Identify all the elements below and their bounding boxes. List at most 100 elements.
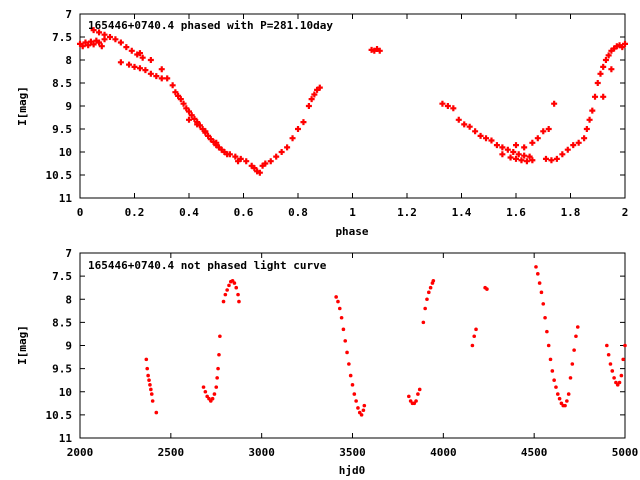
data-point: [359, 413, 364, 417]
data-point: [552, 378, 556, 382]
data-point: [605, 52, 612, 59]
data-point: [521, 152, 528, 159]
phased-x-tick-label: 1: [349, 206, 356, 219]
data-point: [117, 59, 124, 66]
data-point: [540, 128, 547, 135]
data-point: [534, 135, 541, 142]
data-point: [214, 385, 219, 389]
phased-x-tick-label: 2: [622, 206, 629, 219]
data-point: [546, 343, 551, 348]
data-point: [483, 135, 490, 142]
data-point: [235, 158, 242, 165]
data-point: [407, 394, 411, 399]
data-point: [431, 278, 436, 283]
data-point: [545, 126, 552, 132]
data-point: [548, 357, 553, 362]
unphased-y-tick-label: 10.5: [46, 409, 73, 422]
data-point: [526, 153, 533, 160]
data-point: [136, 50, 143, 57]
data-point: [289, 135, 296, 142]
phased-x-tick-label: 0.4: [179, 206, 199, 219]
phased-y-tick-label: 11: [59, 192, 73, 205]
data-point: [485, 287, 489, 291]
phased-x-tick-label: 0.6: [234, 206, 254, 219]
data-point: [183, 105, 190, 112]
data-point: [341, 327, 346, 332]
data-point: [205, 132, 212, 139]
data-point: [345, 350, 349, 355]
data-point: [608, 362, 613, 366]
data-point: [188, 112, 195, 119]
data-point: [337, 306, 342, 311]
data-point: [513, 155, 519, 162]
data-point: [348, 373, 353, 378]
unphased-x-axis-label: hjd0: [339, 464, 366, 477]
phased-y-tick-label: 10.5: [46, 169, 73, 182]
data-point: [563, 403, 567, 408]
data-point: [96, 39, 103, 46]
data-point: [339, 315, 344, 320]
data-point: [362, 403, 367, 408]
data-point: [466, 123, 473, 130]
data-point: [594, 80, 601, 86]
data-point: [232, 153, 239, 160]
data-point: [227, 283, 231, 288]
data-point: [112, 36, 119, 43]
phased-x-tick-label: 0.2: [125, 206, 145, 219]
phased-x-tick-label: 0: [77, 206, 84, 219]
unphased-y-tick-label: 9.5: [52, 363, 72, 376]
data-point: [225, 288, 229, 292]
data-point: [305, 103, 312, 109]
data-point: [213, 139, 220, 146]
data-point: [444, 103, 451, 109]
data-point: [218, 334, 222, 339]
data-point: [470, 343, 475, 348]
data-point: [191, 115, 198, 122]
data-point: [450, 105, 457, 112]
data-point: [278, 149, 285, 155]
data-point: [529, 139, 536, 146]
data-point: [504, 146, 511, 153]
data-point: [243, 158, 250, 165]
phased-y-tick-label: 7: [65, 8, 72, 21]
data-point: [343, 339, 348, 343]
data-point: [472, 128, 479, 135]
data-point: [347, 362, 351, 366]
data-point: [602, 57, 609, 63]
data-point: [354, 399, 358, 403]
data-point: [572, 348, 576, 352]
data-point: [90, 27, 97, 34]
unphased-y-tick-label: 10: [59, 386, 72, 399]
data-point: [597, 70, 604, 77]
data-point: [169, 82, 176, 89]
phased-chart: 165446+0740.4 phased with P=281.10day ph…: [16, 8, 628, 238]
data-point: [565, 399, 569, 403]
data-point: [149, 392, 154, 396]
data-point: [232, 281, 237, 285]
data-point: [350, 383, 355, 387]
data-point: [300, 119, 307, 126]
data-point: [186, 116, 192, 123]
data-point: [284, 144, 291, 151]
data-point: [376, 47, 383, 54]
unphased-y-tick-label: 7: [65, 247, 72, 260]
data-point: [202, 128, 209, 135]
unphased-x-tick-label: 5000: [612, 446, 639, 459]
data-point: [617, 380, 622, 385]
data-point: [518, 157, 525, 164]
data-point: [568, 376, 573, 380]
unphased-x-tick-label: 4500: [521, 446, 548, 459]
data-point: [158, 66, 165, 73]
phased-y-tick-label: 10: [59, 146, 72, 159]
data-point: [542, 155, 549, 162]
data-point: [477, 132, 484, 139]
data-point: [85, 42, 92, 49]
unphased-plot-frame: [79, 252, 626, 439]
data-point: [515, 151, 522, 158]
data-point: [267, 158, 274, 165]
data-point: [164, 75, 171, 82]
data-point: [262, 160, 269, 167]
data-point: [543, 315, 547, 320]
data-point: [428, 285, 433, 290]
